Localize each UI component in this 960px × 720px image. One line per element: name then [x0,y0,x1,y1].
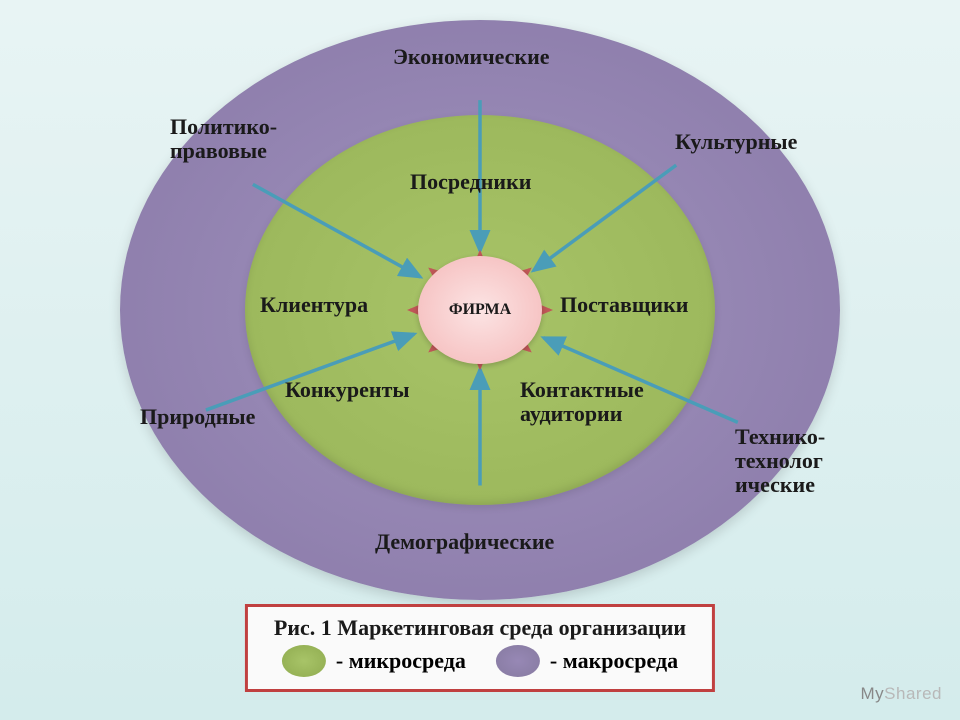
micro-label-kontaktnye: Контактные аудитории [520,378,644,426]
firm-circle: ФИРМА [418,256,542,364]
micro-label-konkurenty: Конкуренты [285,378,410,402]
legend-box: Рис. 1 Маркетинговая среда организации -… [245,604,715,692]
legend-title: Рис. 1 Маркетинговая среда организации [274,615,686,641]
micro-label-posredniki: Посредники [410,170,531,194]
firm-label: ФИРМА [449,301,511,319]
macro-label-tekhniko: Технико- технолог ические [735,425,825,498]
macro-label-prirodnye: Природные [140,405,255,429]
legend-row: - микросреда - макросреда [274,645,686,677]
legend-label-micro: - микросреда [336,648,466,674]
swatch-macro [496,645,540,677]
macro-label-politiko: Политико- правовые [170,115,277,163]
legend-label-macro: - макросреда [550,648,678,674]
macro-label-ekonom: Экономические [393,45,550,69]
micro-label-postavshiki: Поставщики [560,293,688,317]
legend-item-micro: - микросреда [282,645,466,677]
legend-item-macro: - макросреда [496,645,678,677]
swatch-micro [282,645,326,677]
watermark: MyShared [861,684,943,704]
macro-label-kulturnye: Культурные [675,130,797,154]
watermark-suffix: Shared [884,684,942,703]
watermark-prefix: My [861,684,885,703]
micro-label-klientura: Клиентура [260,293,368,317]
macro-label-demograf: Демографические [375,530,554,554]
